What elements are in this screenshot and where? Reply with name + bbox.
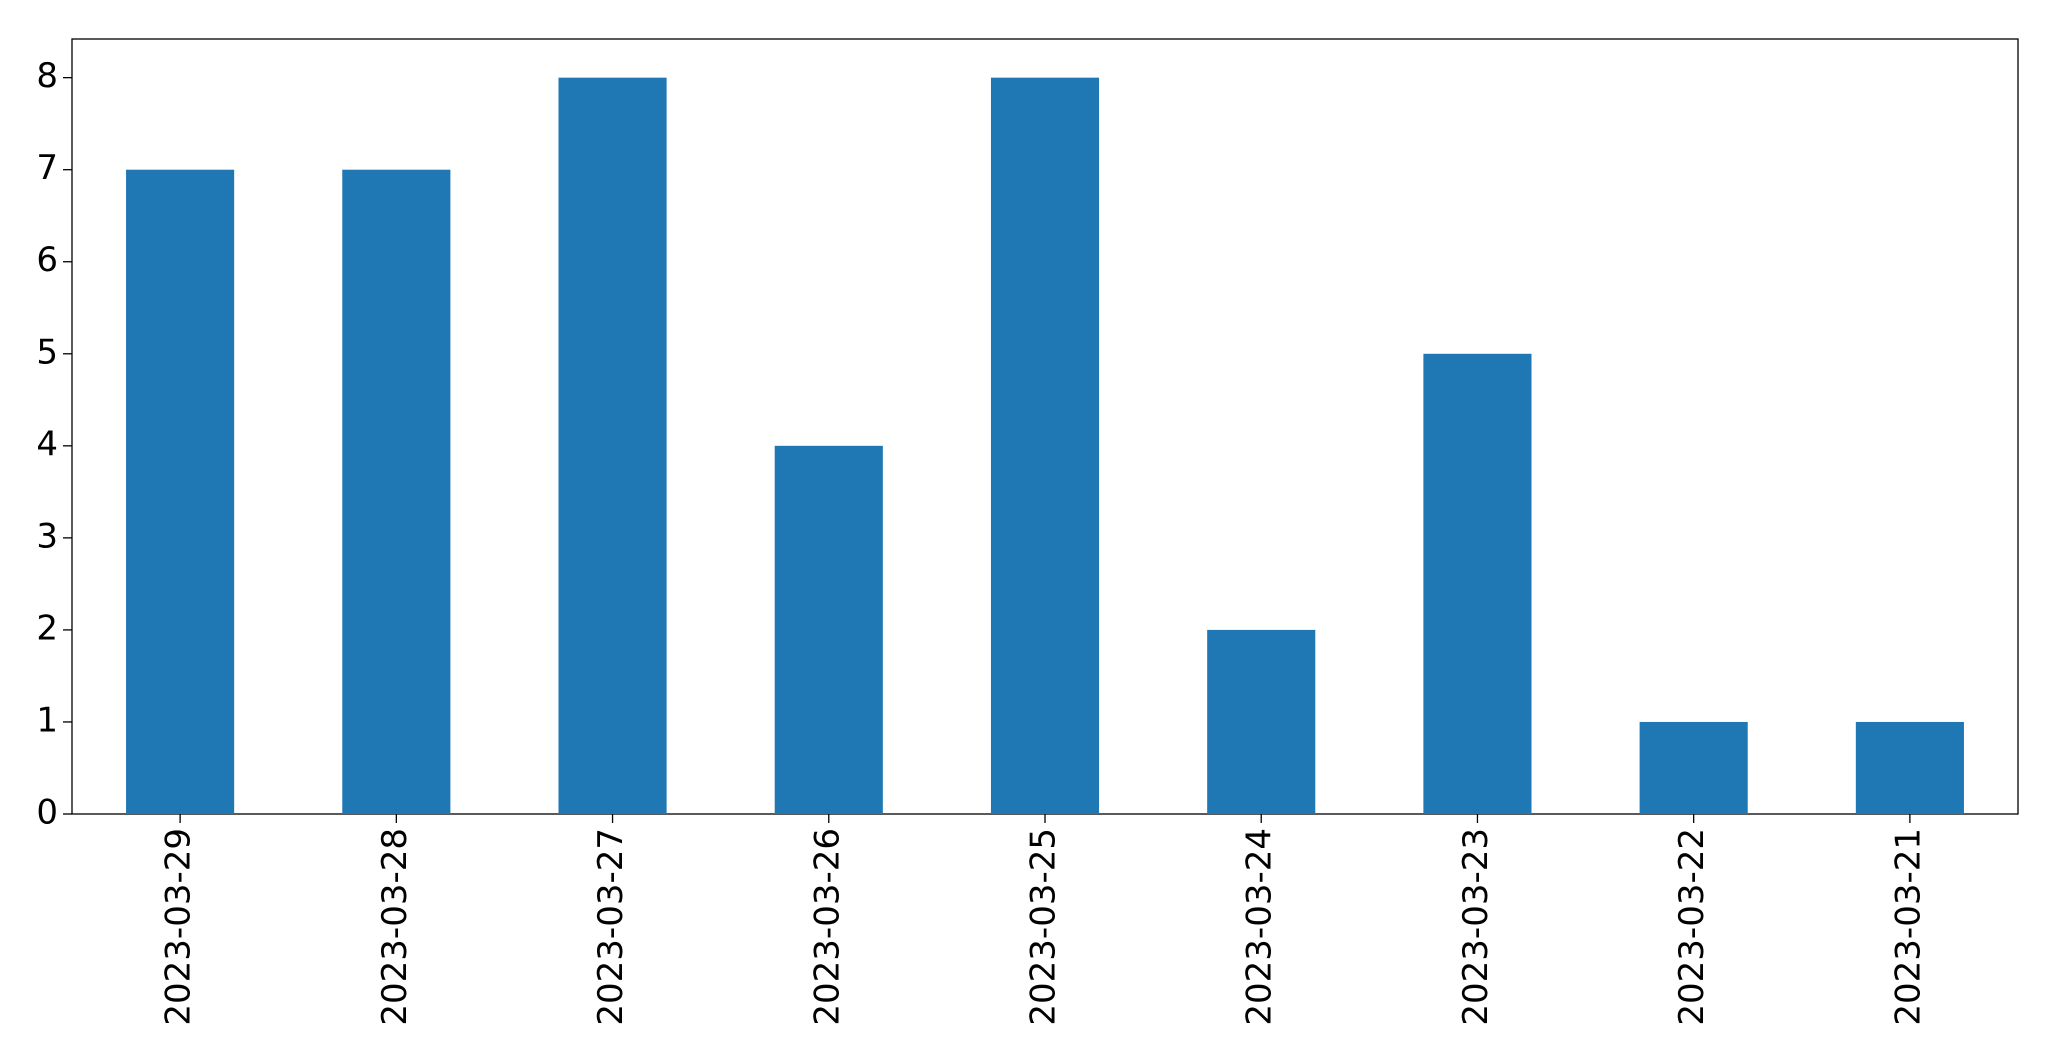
y-tick-label: 5 (36, 332, 58, 372)
bar (558, 77, 667, 814)
x-tick-label: 2023-03-29 (159, 828, 199, 1026)
y-tick-label: 1 (36, 700, 58, 740)
x-tick-label: 2023-03-27 (591, 828, 631, 1026)
y-tick-label: 2 (36, 608, 58, 648)
bar (1639, 721, 1748, 814)
bar (1423, 353, 1532, 814)
y-tick-label: 8 (36, 56, 58, 96)
bar (1207, 629, 1316, 814)
bar (774, 445, 883, 814)
y-tick-label: 7 (36, 148, 58, 188)
x-tick-label: 2023-03-25 (1024, 828, 1064, 1026)
bar (990, 77, 1100, 814)
bar (126, 169, 235, 815)
y-tick-label: 0 (36, 793, 58, 833)
y-tick-label: 6 (36, 240, 58, 280)
bar (342, 169, 451, 815)
bar (1855, 721, 1964, 814)
y-tick-label: 4 (36, 424, 58, 464)
x-tick-label: 2023-03-24 (1240, 828, 1280, 1026)
x-tick-label: 2023-03-28 (375, 828, 415, 1026)
x-tick-label: 2023-03-26 (807, 828, 847, 1026)
x-tick-label: 2023-03-23 (1456, 828, 1496, 1026)
y-tick-label: 3 (36, 516, 58, 556)
x-tick-label: 2023-03-22 (1672, 828, 1712, 1026)
x-tick-label: 2023-03-21 (1888, 828, 1928, 1026)
